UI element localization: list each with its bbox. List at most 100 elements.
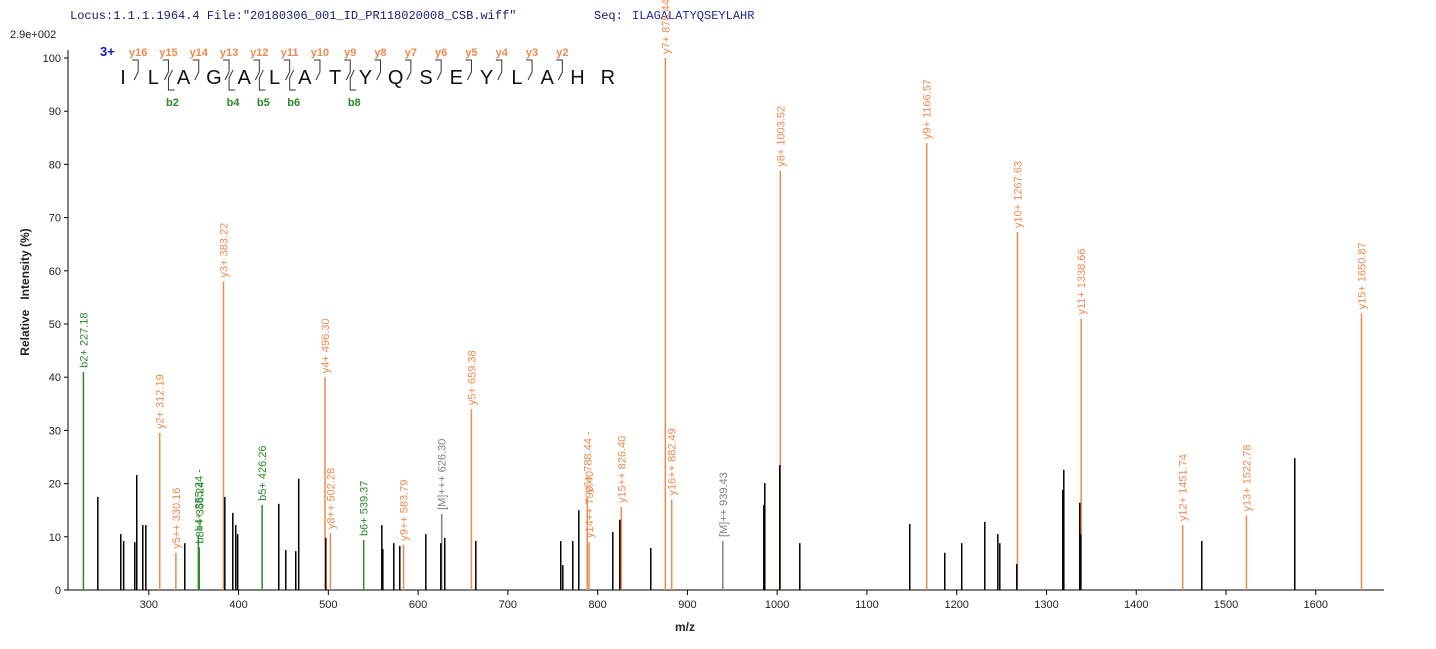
peak-label: [M]++ 939.43	[718, 472, 730, 537]
y-axis-label: Relative Intensity (%)	[18, 228, 32, 355]
y-ion: y4	[496, 47, 509, 59]
residue: G	[206, 67, 222, 89]
x-tick-label: 1300	[1034, 599, 1058, 611]
y-bracket	[344, 59, 351, 81]
y-tick-label: 60	[49, 266, 61, 278]
x-tick-label: 1100	[855, 599, 879, 611]
residue: L	[148, 67, 159, 89]
peak-label: y16++ 882.49	[667, 428, 679, 495]
residue: Y	[359, 67, 372, 89]
x-tick-label: 800	[588, 599, 606, 611]
residue: S	[419, 67, 432, 89]
y-ion: y11	[281, 47, 299, 59]
peak-label: b2+ 227.18	[78, 313, 90, 368]
x-tick-label: 400	[229, 599, 247, 611]
residue: I	[120, 67, 126, 89]
y-bracket	[162, 59, 169, 81]
y-tick-label: 30	[49, 425, 61, 437]
b-bracket	[289, 69, 296, 91]
y-tick-label: 100	[43, 53, 61, 65]
residue: E	[450, 67, 463, 89]
y-ion: y9	[344, 47, 356, 59]
residue: R	[601, 67, 615, 89]
peak-label: y13+ 1522.78	[1241, 445, 1253, 512]
peak-label: y5+ 659.38	[466, 350, 478, 405]
residue: L	[511, 67, 522, 89]
y-ion: y7	[405, 47, 417, 59]
y-tick-label: 90	[49, 106, 61, 118]
y-bracket	[495, 59, 503, 81]
x-tick-label: 500	[319, 599, 337, 611]
b-ion: b5	[257, 97, 270, 109]
residue: A	[238, 67, 252, 89]
residue: Q	[388, 67, 404, 89]
x-tick-label: 1500	[1214, 599, 1238, 611]
y-ion: y16	[129, 47, 147, 59]
peak-label: y5++ 330.16	[171, 488, 183, 549]
b-bracket	[228, 69, 236, 91]
y-bracket	[283, 59, 291, 81]
y-bracket	[313, 59, 321, 81]
peak-label: y8++ 502.28	[325, 468, 337, 529]
b-bracket	[258, 69, 266, 91]
b-ion: b8	[348, 97, 361, 109]
peak-label: [M]+++ 626.30	[437, 439, 449, 510]
residue: H	[570, 67, 584, 89]
peak-label: b5+ 426.26	[257, 446, 269, 501]
peak-label: y10+ 1267.63	[1012, 161, 1024, 228]
peak-label: y12+ 1451.74	[1178, 454, 1190, 521]
y-ion: y5	[465, 47, 477, 59]
y-ion: y8	[374, 47, 386, 59]
x-tick-label: 1400	[1124, 599, 1148, 611]
y-ion: y3	[526, 47, 538, 59]
residue: L	[269, 67, 280, 89]
b-ion: b4	[227, 97, 241, 109]
seq-label: Seq:	[594, 9, 623, 23]
x-tick-label: 1600	[1304, 599, 1328, 611]
x-tick-label: 600	[409, 599, 427, 611]
peak-label: y9+ 1166.57	[922, 79, 934, 139]
x-tick-label: 1200	[944, 599, 968, 611]
peak-label: y11+ 1338.66	[1076, 249, 1088, 315]
peak-label: y4+ 496.30	[320, 318, 332, 373]
residue: A	[177, 67, 191, 89]
x-axis-label: m/z	[675, 620, 695, 634]
y-bracket	[435, 59, 442, 81]
b-ion: b6	[287, 97, 300, 109]
y-ion: y13	[220, 47, 238, 59]
peak-label: y6+ 788.44 -	[582, 431, 594, 493]
residue: T	[329, 67, 341, 89]
y-bracket	[374, 59, 382, 81]
peak-label: y15++ 826.40	[616, 436, 628, 503]
locus: Locus:1.1.1.1964.4 File:"20180306_001_ID…	[70, 9, 516, 23]
y-tick-label: 70	[49, 213, 61, 225]
y-ion: y14	[190, 47, 209, 59]
y-bracket	[404, 59, 412, 81]
peak-label: b4+ 355.24 -	[193, 469, 205, 531]
peak-label: b6+ 539.37	[359, 481, 371, 536]
x-tick-label: 900	[678, 599, 696, 611]
y-ion: y2	[556, 47, 568, 59]
y-tick-label: 0	[55, 585, 61, 597]
charge: 3+	[100, 44, 115, 59]
y-bracket	[556, 59, 563, 81]
peak-label: y14++ 790.40	[584, 471, 596, 538]
y-ion: y10	[311, 47, 329, 59]
y-tick-label: 20	[49, 479, 61, 491]
peak-label: b8++ 356.24	[194, 482, 206, 544]
residue: A	[541, 67, 555, 89]
y-tick-label: 40	[49, 372, 61, 384]
y-ion: y12	[250, 47, 268, 59]
scale-label: 2.9e+002	[10, 29, 56, 41]
y-ion: y15	[159, 47, 177, 59]
peak-label: y9++ 583.79	[399, 480, 411, 541]
b-bracket	[167, 69, 175, 91]
y-bracket	[526, 59, 533, 81]
x-tick-label: 700	[499, 599, 517, 611]
y-bracket	[132, 59, 139, 81]
peak-label: y3+ 383.22	[218, 223, 230, 278]
residue: A	[298, 67, 312, 89]
y-bracket	[253, 59, 260, 81]
seq: ILAGALATYQSEYLAHR	[632, 9, 754, 23]
y-bracket	[465, 59, 472, 81]
